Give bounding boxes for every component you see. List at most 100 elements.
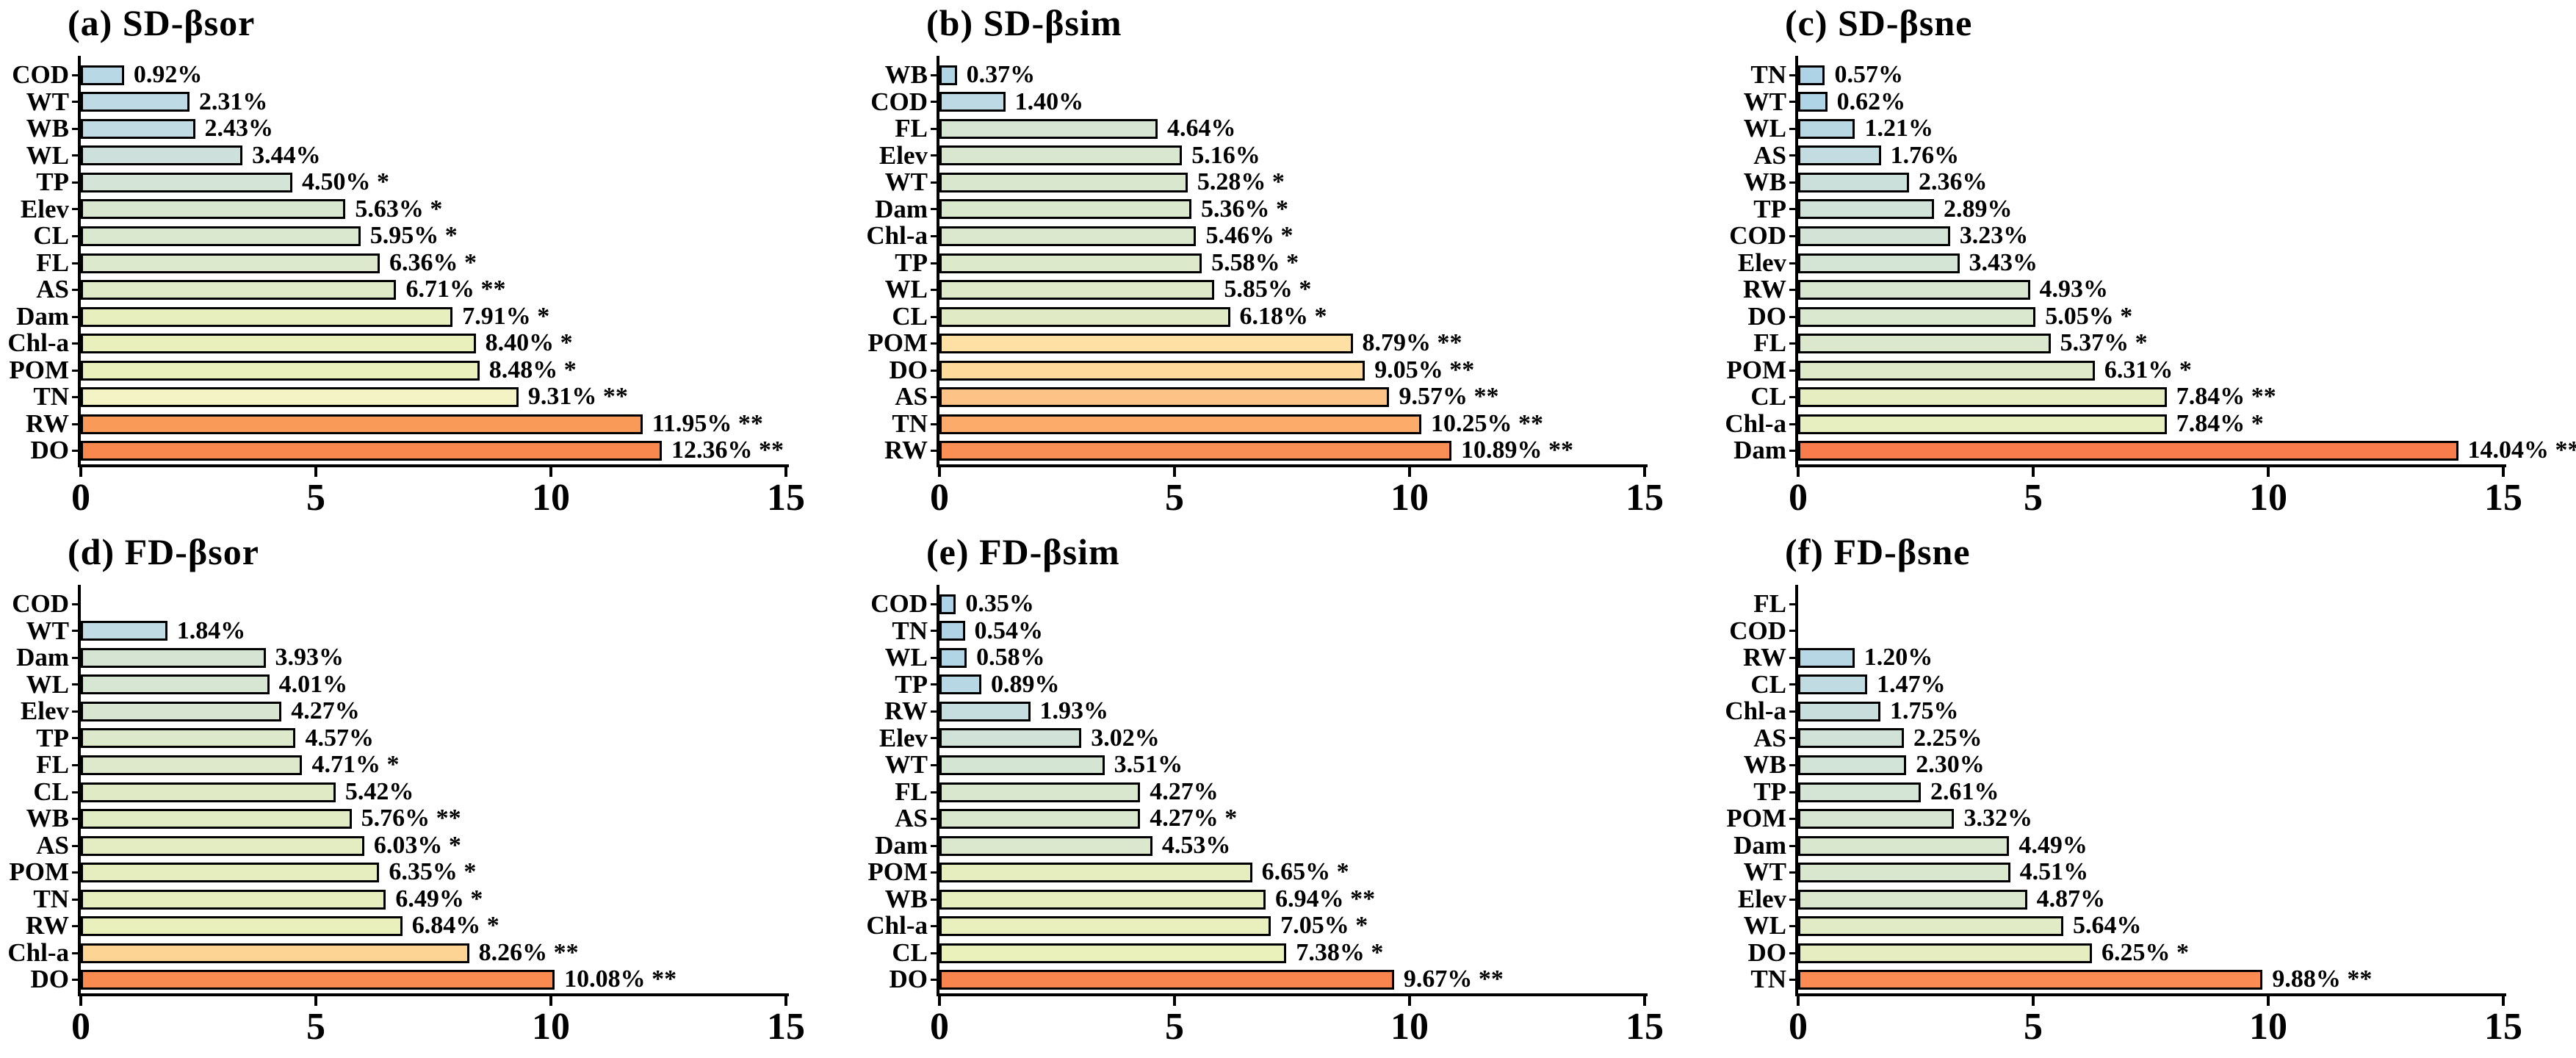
y-axis-line [78,56,81,467]
bar [939,145,1183,166]
value-label: 7.91% * [462,302,550,330]
x-tick-mark [79,996,82,1006]
x-tick-label: 10 [2249,477,2287,519]
category-label: Dam [16,643,69,672]
bar [1798,728,1904,749]
y-tick-mark [1789,898,1796,901]
value-label: 4.50% * [302,168,389,196]
x-tick-label: 0 [71,477,90,519]
value-label: 4.64% [1166,115,1236,143]
panel-b-sd-bsim: (b) SD-βsim WB 0.37% COD 1.40% FL 4.64% Elev 5.… [859,0,1717,529]
bar [939,943,1287,963]
value-label: 9.88% ** [2272,965,2373,993]
y-tick-mark [1789,208,1796,211]
bar [939,65,957,85]
value-label: 10.08% ** [564,965,677,993]
bar [81,65,124,85]
x-tick-label: 10 [1390,477,1429,519]
y-tick-mark [931,763,937,766]
y-tick-mark [72,925,79,928]
x-tick-mark [2032,996,2035,1006]
bar-chart: WB 0.37% COD 1.40% FL 4.64% Elev 5.16% WT 5.28% *… [859,0,1717,529]
y-axis-line [1795,56,1798,467]
y-tick-mark [931,369,937,372]
y-tick-mark [1789,396,1796,399]
value-label: 4.27% [1150,777,1219,805]
bar [1798,441,2458,461]
y-tick-mark [72,951,79,954]
bar [1798,701,1880,721]
bar [81,118,195,139]
category-label: DO [1747,938,1787,967]
value-label: 6.03% * [373,831,461,859]
category-label: DO [30,436,70,465]
panel-e-fd-bsim: (e) FD-βsim COD 0.35% TN 0.54% WL 0.58% TP 0.89… [859,529,1717,1058]
category-label: Elev [878,140,928,170]
category-label: WT [26,87,69,116]
y-tick-mark [931,844,937,847]
bar [939,755,1105,775]
x-tick-label: 5 [2024,477,2043,519]
value-label: 4.87% [2036,885,2106,913]
y-tick-mark [931,450,937,453]
value-label: 5.46% * [1205,222,1294,250]
category-label: CL [1750,669,1786,699]
y-tick-mark [72,369,79,372]
value-label: 6.65% * [1261,858,1349,886]
category-label: Elev [1737,884,1786,913]
bar [81,280,397,301]
y-tick-mark [72,871,79,874]
category-label: WT [1743,857,1786,887]
value-label: 1.20% [1864,644,1933,672]
category-label: WL [1743,114,1786,143]
y-tick-mark [72,181,79,184]
y-tick-mark [72,763,79,766]
category-label: COD [870,589,928,618]
value-label: 1.21% [1864,115,1933,143]
y-tick-mark [1789,154,1796,157]
category-label: Chl-a [7,328,69,358]
x-axis-line [937,464,1648,467]
y-axis-line [78,585,81,996]
value-label: 5.36% * [1201,195,1289,223]
value-label: 3.23% [1959,222,2029,250]
value-label: 5.63% * [355,195,443,223]
category-label: TP [895,248,928,277]
y-tick-mark [1789,342,1796,345]
bar [81,226,361,246]
category-label: Dam [1733,436,1786,465]
category-label: FL [895,114,928,143]
value-label: 5.16% [1191,141,1260,169]
y-tick-mark [1789,262,1796,264]
x-tick-mark [938,996,941,1006]
y-tick-mark [1789,683,1796,686]
y-tick-mark [1789,763,1796,766]
value-label: 6.84% * [411,912,499,940]
y-tick-mark [72,979,79,982]
bar [1798,647,1855,668]
value-label: 0.89% [990,670,1060,698]
y-tick-mark [931,262,937,264]
y-tick-mark [1789,871,1796,874]
bar [939,647,967,668]
bar [81,306,453,327]
value-label: 2.31% [198,87,268,115]
y-tick-mark [72,422,79,425]
x-tick-mark [2267,467,2270,477]
value-label: 1.84% [176,616,246,644]
category-label: Dam [1733,830,1786,860]
x-tick-mark [2032,467,2035,477]
category-label: COD [1729,221,1786,251]
value-label: 0.37% [966,61,1036,88]
value-label: 12.36% ** [671,436,784,464]
category-label: Dam [875,830,928,860]
bar [81,863,380,883]
y-tick-mark [931,898,937,901]
bar [81,253,380,273]
y-tick-mark [72,262,79,264]
y-tick-mark [931,683,937,686]
y-tick-mark [931,234,937,237]
bar [81,809,352,830]
bar [81,755,303,775]
value-label: 6.18% * [1239,302,1327,330]
